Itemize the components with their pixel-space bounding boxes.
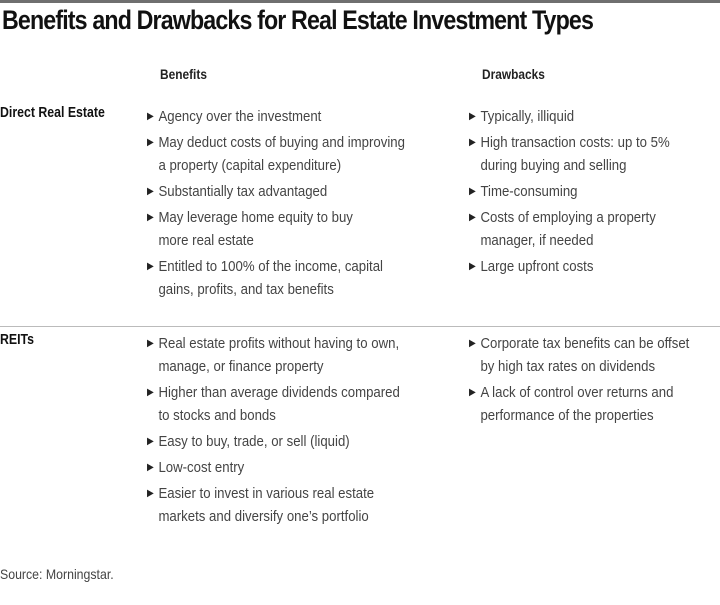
list-item-text: A lack of control over returns and perfo… [480, 384, 674, 424]
bullet-triangle-icon: ▶ [469, 186, 476, 197]
bullet-triangle-icon: ▶ [469, 261, 476, 272]
list-item: ▶ Agency over the investment [147, 105, 405, 128]
list-item: ▶ Easier to invest in various real estate… [147, 482, 400, 528]
drawbacks-list: ▶ Typically, illiquid ▶ High transaction co… [469, 105, 697, 281]
source-note: Source: Morningstar. [0, 566, 114, 582]
list-item-text: Entitled to 100% of the income, capital … [158, 258, 383, 298]
list-item-text: Low-cost entry [158, 459, 245, 476]
bullet-triangle-icon: ▶ [469, 387, 476, 398]
list-item: ▶ Corporate tax benefits can be offset by… [469, 332, 689, 378]
list-item: ▶ Entitled to 100% of the income, capital… [147, 255, 405, 301]
list-item-text: May deduct costs of buying and improving… [158, 134, 405, 174]
bullet-triangle-icon: ▶ [147, 338, 154, 349]
list-item-text: Large upfront costs [480, 258, 594, 275]
column-header-benefits: Benefits [160, 66, 207, 82]
list-item-text: Easier to invest in various real estate … [158, 485, 375, 525]
list-item: ▶ Large upfront costs [469, 255, 670, 278]
benefits-list: ▶ Agency over the investment ▶ May deduct c… [147, 105, 440, 304]
bullet-triangle-icon: ▶ [147, 212, 154, 223]
list-item: ▶ High transaction costs: up to 5% during… [469, 131, 670, 177]
list-item: ▶ Typically, illiquid [469, 105, 670, 128]
bullet-triangle-icon: ▶ [147, 436, 154, 447]
list-item: ▶ A lack of control over returns and perf… [469, 381, 689, 427]
bullet-triangle-icon: ▶ [469, 137, 476, 148]
bullet-triangle-icon: ▶ [147, 186, 154, 197]
list-item: ▶ May leverage home equity to buy more re… [147, 206, 405, 252]
bullet-triangle-icon: ▶ [469, 212, 476, 223]
list-item: ▶ Real estate profits without having to o… [147, 332, 400, 378]
row-label: Direct Real Estate [0, 105, 105, 121]
bullet-triangle-icon: ▶ [147, 488, 154, 499]
list-item-text: Typically, illiquid [480, 108, 575, 125]
list-item-text: May leverage home equity to buy more rea… [158, 209, 353, 249]
list-item: ▶ Costs of employing a property manager, … [469, 206, 670, 252]
bullet-triangle-icon: ▶ [469, 338, 476, 349]
list-item: ▶ Easy to buy, trade, or sell (liquid) [147, 430, 400, 453]
page-title: Benefits and Drawbacks for Real Estate I… [2, 5, 594, 35]
bullet-triangle-icon: ▶ [147, 111, 154, 122]
list-item-text: Higher than average dividends compared t… [158, 384, 400, 424]
bullet-triangle-icon: ▶ [147, 261, 154, 272]
list-item-text: Easy to buy, trade, or sell (liquid) [158, 433, 350, 450]
bullet-triangle-icon: ▶ [147, 137, 154, 148]
drawbacks-list: ▶ Corporate tax benefits can be offset by… [469, 332, 719, 430]
row-divider [0, 326, 720, 327]
row-label: REITs [0, 332, 35, 348]
list-item-text: Costs of employing a property manager, i… [480, 209, 656, 249]
list-item-text: Time-consuming [480, 183, 578, 200]
list-item: ▶ Time-consuming [469, 180, 670, 203]
list-item-text: Agency over the investment [158, 108, 322, 125]
benefits-list: ▶ Real estate profits without having to o… [147, 332, 434, 531]
list-item: ▶ Low-cost entry [147, 456, 400, 479]
list-item: ▶ Substantially tax advantaged [147, 180, 405, 203]
top-rule [0, 0, 720, 3]
column-header-drawbacks: Drawbacks [482, 66, 545, 82]
list-item: ▶ Higher than average dividends compared … [147, 381, 400, 427]
list-item-text: Corporate tax benefits can be offset by … [480, 335, 690, 375]
list-item-text: Real estate profits without having to ow… [158, 335, 400, 375]
bullet-triangle-icon: ▶ [147, 462, 154, 473]
list-item-text: High transaction costs: up to 5% during … [480, 134, 670, 174]
list-item-text: Substantially tax advantaged [158, 183, 328, 200]
bullet-triangle-icon: ▶ [469, 111, 476, 122]
bullet-triangle-icon: ▶ [147, 387, 154, 398]
list-item: ▶ May deduct costs of buying and improvin… [147, 131, 405, 177]
